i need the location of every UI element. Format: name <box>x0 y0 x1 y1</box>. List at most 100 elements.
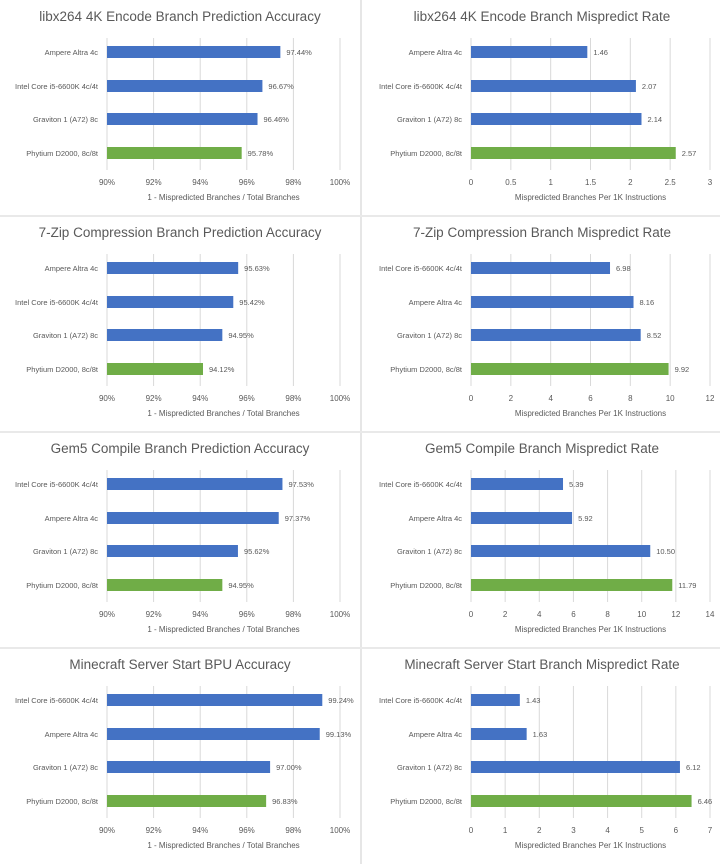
chart-title: Minecraft Server Start Branch Mispredict… <box>404 657 679 672</box>
bar <box>471 478 564 490</box>
bar-chart: 7-Zip Compression Branch Prediction Accu… <box>15 225 350 418</box>
x-tick-label: 4 <box>537 610 542 619</box>
x-tick-label: 0 <box>469 826 474 835</box>
x-tick-label: 96% <box>239 394 255 403</box>
x-tick-label: 8 <box>605 610 610 619</box>
data-label: 6.98 <box>616 264 631 273</box>
x-tick-label: 98% <box>285 826 301 835</box>
category-label: Graviton 1 (A72) 8c <box>397 115 462 124</box>
bar <box>107 512 279 524</box>
category-label: Graviton 1 (A72) 8c <box>33 763 98 772</box>
x-tick-label: 2 <box>537 826 542 835</box>
data-label: 97.44% <box>286 48 312 57</box>
bar <box>107 761 271 773</box>
bar <box>107 579 223 591</box>
category-label: Ampere Altra 4c <box>409 514 463 523</box>
bar <box>107 113 258 125</box>
category-label: Ampere Altra 4c <box>45 48 99 57</box>
data-label: 94.95% <box>228 581 254 590</box>
data-label: 8.16 <box>640 298 655 307</box>
chart-panel-7zip-accuracy: 7-Zip Compression Branch Prediction Accu… <box>0 216 360 432</box>
data-label: 94.95% <box>228 331 254 340</box>
x-tick-label: 12 <box>671 610 680 619</box>
bar <box>471 579 673 591</box>
bar-chart: libx264 4K Encode Branch Prediction Accu… <box>15 9 350 202</box>
x-tick-label: 92% <box>146 826 162 835</box>
row-divider <box>0 647 720 649</box>
data-label: 94.12% <box>209 365 235 374</box>
x-axis-label: Mispredicted Branches Per 1K Instruction… <box>515 193 666 202</box>
x-tick-label: 2.5 <box>665 178 677 187</box>
bar <box>107 694 323 706</box>
x-tick-label: 8 <box>628 394 633 403</box>
bar <box>471 262 611 274</box>
data-label: 95.63% <box>244 264 270 273</box>
category-label: Ampere Altra 4c <box>45 730 99 739</box>
x-tick-label: 90% <box>99 394 115 403</box>
category-label: Phytium D2000, 8c/8t <box>26 149 99 158</box>
bar <box>107 329 223 341</box>
x-tick-label: 6 <box>674 826 679 835</box>
x-axis-label: Mispredicted Branches Per 1K Instruction… <box>515 625 666 634</box>
data-label: 99.13% <box>326 730 352 739</box>
x-tick-label: 96% <box>239 178 255 187</box>
bar <box>471 795 692 807</box>
x-tick-label: 2 <box>628 178 633 187</box>
data-label: 99.24% <box>328 696 354 705</box>
data-label: 8.52 <box>647 331 662 340</box>
chart-title: 7-Zip Compression Branch Mispredict Rate <box>413 225 671 240</box>
category-label: Phytium D2000, 8c/8t <box>26 581 99 590</box>
chart-panel-libx264-accuracy: libx264 4K Encode Branch Prediction Accu… <box>0 0 360 216</box>
bar <box>471 147 676 159</box>
bar <box>107 795 267 807</box>
data-label: 1.46 <box>593 48 608 57</box>
data-label: 10.50 <box>656 547 675 556</box>
data-label: 11.79 <box>678 581 696 590</box>
chart-title: Gem5 Compile Branch Mispredict Rate <box>425 441 659 456</box>
bar-chart: Gem5 Compile Branch Prediction Accuracy 9… <box>15 441 350 634</box>
bar-chart: Minecraft Server Start Branch Mispredict… <box>379 657 713 850</box>
data-label: 6.46 <box>698 797 713 806</box>
data-label: 97.00% <box>276 763 302 772</box>
row-divider <box>0 431 720 433</box>
bar-chart: libx264 4K Encode Branch Mispredict Rate… <box>379 9 713 202</box>
x-tick-label: 100% <box>330 610 350 619</box>
bar-chart: Minecraft Server Start BPU Accuracy 90% 92… <box>15 657 354 850</box>
x-tick-label: 98% <box>285 178 301 187</box>
category-label: Graviton 1 (A72) 8c <box>397 763 462 772</box>
data-label: 2.07 <box>642 82 657 91</box>
category-label: Ampere Altra 4c <box>409 730 463 739</box>
bar <box>107 296 234 308</box>
bar <box>471 728 527 740</box>
category-label: Phytium D2000, 8c/8t <box>390 581 463 590</box>
data-label: 97.53% <box>288 480 314 489</box>
category-label: Phytium D2000, 8c/8t <box>26 365 99 374</box>
category-label: Intel Core i5-6600K 4c/4t <box>15 298 99 307</box>
x-tick-label: 0 <box>469 610 474 619</box>
data-label: 95.42% <box>239 298 265 307</box>
chart-title: Gem5 Compile Branch Prediction Accuracy <box>51 441 310 456</box>
chart-panel-gem5-mispredict: Gem5 Compile Branch Mispredict Rate 0 2 4 6 8… <box>362 432 720 648</box>
x-tick-label: 1 <box>548 178 553 187</box>
data-label: 97.37% <box>285 514 311 523</box>
x-tick-label: 0.5 <box>505 178 517 187</box>
bar <box>107 545 238 557</box>
bar <box>471 80 636 92</box>
x-tick-label: 100% <box>330 826 350 835</box>
bar <box>107 147 242 159</box>
x-tick-label: 2 <box>509 394 514 403</box>
category-label: Phytium D2000, 8c/8t <box>26 797 99 806</box>
x-axis-label: 1 - Mispredicted Branches / Total Branch… <box>147 193 299 202</box>
x-axis-label: Mispredicted Branches Per 1K Instruction… <box>515 841 666 850</box>
bar <box>107 728 320 740</box>
x-tick-label: 94% <box>192 826 208 835</box>
data-label: 6.12 <box>686 763 701 772</box>
data-label: 96.83% <box>272 797 298 806</box>
x-tick-label: 12 <box>706 394 715 403</box>
category-label: Graviton 1 (A72) 8c <box>397 331 462 340</box>
data-label: 2.14 <box>647 115 662 124</box>
data-label: 1.63 <box>533 730 548 739</box>
bar <box>471 363 669 375</box>
x-tick-label: 10 <box>637 610 646 619</box>
bar-chart: Gem5 Compile Branch Mispredict Rate 0 2 4 6 8… <box>379 441 715 634</box>
